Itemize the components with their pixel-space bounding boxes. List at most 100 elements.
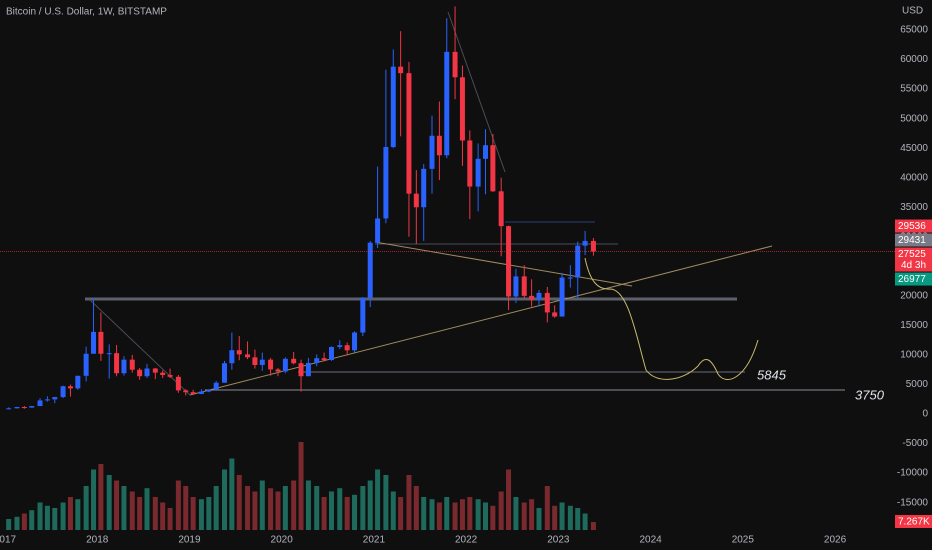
volume-bar: [236, 475, 242, 530]
candle-body: [421, 168, 427, 208]
candle-body: [137, 369, 143, 377]
price-label: 27525: [898, 249, 926, 260]
candle-body: [229, 350, 235, 364]
candle-body: [114, 353, 120, 374]
candle-body: [252, 357, 258, 365]
volume-bar: [91, 469, 97, 530]
volume-bar: [498, 491, 504, 530]
volume-label-box: [895, 515, 932, 529]
x-tick-label: 2025: [732, 535, 755, 546]
candle-body: [60, 386, 66, 398]
x-tick-label: 2024: [639, 535, 662, 546]
price-label-box: [895, 219, 932, 233]
volume-bar: [37, 502, 43, 530]
volume-bar: [467, 497, 473, 530]
x-tick-label: 2023: [547, 535, 570, 546]
candle-body: [360, 297, 366, 333]
candle-body: [383, 146, 389, 219]
volume-bar: [129, 491, 135, 530]
candle-body: [352, 332, 358, 351]
volume-bar: [183, 486, 189, 530]
volume-bar: [337, 488, 343, 530]
projection-path: [584, 257, 759, 380]
volume-bar: [582, 513, 588, 530]
price-label-box: [895, 233, 932, 247]
volume-bar: [375, 469, 381, 530]
volume-bar: [413, 486, 419, 530]
volume-bar: [444, 497, 450, 530]
candle-body: [37, 400, 43, 407]
volume-bar: [213, 486, 219, 530]
price-countdown: 4d 3h: [901, 260, 926, 271]
candle-body: [106, 353, 112, 355]
volume-bar: [152, 497, 158, 530]
candle-body: [444, 51, 450, 156]
volume-bar: [245, 486, 251, 530]
candle-body: [83, 353, 89, 376]
candle-body: [413, 193, 419, 208]
y-tick-label: 5000: [906, 379, 929, 390]
annotation: 3750: [855, 387, 885, 402]
volume-bar: [291, 480, 297, 530]
trend-line: [374, 241, 633, 287]
volume-bar: [590, 522, 596, 530]
candle-body: [67, 386, 73, 389]
candle-body: [245, 354, 251, 358]
volume-bar: [190, 497, 196, 530]
y-tick-label: 15000: [900, 320, 928, 331]
y-tick-label: -15000: [897, 497, 929, 508]
candle-body: [291, 358, 297, 364]
candle-body: [52, 397, 58, 400]
candle-body: [544, 292, 550, 313]
volume-bar: [513, 497, 519, 530]
trend-line: [89, 299, 191, 396]
volume-bar: [44, 505, 50, 530]
candle-body: [498, 191, 504, 227]
candle-body: [398, 66, 404, 74]
x-tick-label: 2018: [86, 535, 109, 546]
volume-bar: [198, 499, 204, 530]
candle-body: [337, 345, 343, 347]
candle-body: [575, 245, 581, 278]
y-tick-label: -10000: [897, 468, 929, 479]
volume-bar: [344, 497, 350, 530]
candle-body: [298, 363, 304, 377]
candle-body: [328, 346, 334, 361]
candle-body: [198, 391, 204, 394]
volume-bar: [352, 494, 358, 530]
volume-bar: [67, 497, 73, 530]
annotation: 5845: [757, 367, 787, 382]
y-tick-label: 50000: [900, 113, 928, 124]
volume-bar: [167, 508, 173, 530]
volume-bar: [75, 499, 81, 530]
candle-body: [121, 359, 127, 374]
candle-body: [482, 145, 488, 159]
volume-bar: [6, 519, 12, 530]
volume-bar: [452, 502, 458, 530]
price-label: 29536: [898, 221, 926, 232]
volume-bar: [544, 486, 550, 530]
volume-bar: [521, 502, 527, 530]
candle-body: [167, 375, 173, 377]
volume-bar: [459, 499, 465, 530]
volume-bar: [398, 497, 404, 530]
price-label-box: [895, 247, 932, 272]
y-tick-label: 35000: [900, 202, 928, 213]
candle-body: [190, 392, 196, 394]
y-axis-label: USD: [902, 6, 923, 17]
candle-body: [467, 140, 473, 187]
candle-body: [91, 331, 97, 354]
candle-body: [521, 276, 527, 296]
volume-bar: [421, 497, 427, 530]
candle-body: [75, 375, 81, 389]
volume-bar: [490, 505, 496, 530]
volume-bar: [221, 469, 227, 530]
volume-bar: [567, 505, 573, 530]
volume-bar: [14, 516, 20, 530]
candle-body: [259, 359, 265, 365]
volume-bar: [406, 475, 412, 530]
y-tick-label: 20000: [900, 291, 928, 302]
candle-body: [406, 73, 412, 194]
candle-body: [6, 408, 12, 410]
volume-bar: [21, 513, 27, 530]
